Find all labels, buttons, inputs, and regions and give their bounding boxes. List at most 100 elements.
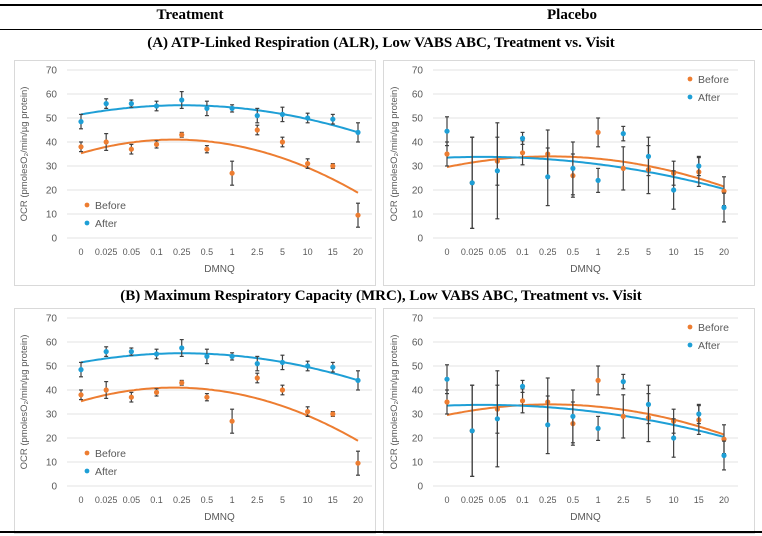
x-tick-label: 1: [230, 247, 235, 257]
before-point: [355, 212, 361, 218]
x-tick-label: 0.05: [123, 495, 141, 505]
y-tick-label: 30: [412, 410, 424, 421]
before-point: [519, 150, 526, 156]
after-point: [355, 129, 361, 135]
y-tick-label: 60: [46, 338, 58, 349]
after-point: [595, 177, 601, 183]
after-point: [519, 383, 526, 389]
x-axis-label: DMNQ: [570, 512, 601, 523]
before-trendline: [80, 386, 359, 442]
after-point: [179, 97, 185, 103]
before-point: [179, 380, 185, 386]
y-tick-label: 40: [412, 138, 424, 149]
y-tick-label: 20: [46, 186, 58, 197]
y-tick-label: 20: [412, 186, 424, 197]
x-tick-label: 10: [303, 247, 313, 257]
before-point: [204, 394, 210, 400]
before-trendline: [80, 138, 359, 194]
y-tick-label: 50: [412, 362, 424, 373]
before-point: [519, 398, 526, 404]
x-tick-label: 0.1: [516, 495, 529, 505]
x-tick-label: 0.025: [95, 247, 118, 257]
x-tick-label: 0.1: [150, 495, 163, 505]
x-tick-label: 0: [78, 495, 83, 505]
before-point: [279, 387, 286, 393]
after-point: [444, 128, 450, 134]
after-point: [519, 135, 526, 141]
x-tick-label: 0: [78, 247, 83, 257]
legend-label-before: Before: [698, 74, 729, 86]
y-tick-label: 40: [46, 386, 58, 397]
after-point: [494, 416, 500, 422]
after-point: [545, 422, 551, 428]
after-point: [153, 103, 160, 109]
before-point: [254, 375, 260, 381]
x-tick-label: 15: [694, 495, 704, 505]
before-point: [595, 129, 601, 135]
after-point: [204, 353, 210, 359]
y-tick-label: 10: [412, 458, 424, 469]
y-tick-label: 0: [51, 482, 57, 493]
x-tick-label: 0.025: [461, 247, 484, 257]
x-tick-label: 0: [444, 247, 449, 257]
x-tick-label: 2.5: [251, 495, 264, 505]
title-b: (B) Maximum Respiratory Capacity (MRC), …: [120, 288, 642, 304]
x-tick-label: 0.5: [201, 247, 214, 257]
x-tick-label: 0.1: [150, 247, 163, 257]
y-tick-label: 70: [46, 314, 58, 325]
x-tick-label: 20: [719, 495, 729, 505]
before-point: [330, 411, 336, 417]
y-axis-label: OCR (pmolesO₂/min/µg protein): [389, 335, 400, 470]
before-point: [305, 161, 311, 167]
after-point: [229, 105, 235, 111]
x-tick-label: 0.025: [95, 495, 118, 505]
legend-marker-after: [687, 94, 693, 100]
after-point: [696, 411, 702, 417]
x-tick-label: 0.5: [567, 247, 580, 257]
after-point: [179, 345, 185, 351]
after-point: [469, 180, 475, 186]
before-point: [279, 139, 286, 145]
y-tick-label: 40: [412, 386, 424, 397]
before-point: [305, 409, 311, 415]
x-tick-label: 10: [669, 247, 679, 257]
x-tick-label: 0.025: [461, 495, 484, 505]
after-point: [696, 163, 702, 169]
x-tick-label: 5: [646, 247, 651, 257]
after-trendline: [446, 155, 725, 190]
after-point: [103, 349, 109, 355]
y-tick-label: 30: [46, 410, 58, 421]
after-point: [721, 204, 727, 211]
after-point: [355, 377, 361, 383]
x-tick-label: 1: [230, 495, 235, 505]
chart-svg: 0 10 20 30 40 50 60 70 0 0.025 0.05 0.1 0.25 0.5 1 2.5 5…: [389, 66, 738, 275]
after-point: [128, 101, 134, 107]
legend-label-after: After: [95, 466, 118, 478]
after-point: [595, 425, 601, 431]
y-tick-label: 50: [412, 114, 424, 125]
x-tick-label: 10: [303, 495, 313, 505]
bottom-rule: [0, 531, 762, 533]
x-tick-label: 15: [328, 495, 338, 505]
before-point: [153, 389, 160, 395]
chart-b-placebo: 0 10 20 30 40 50 60 70 0 0.025 0.05 0.1 0.25 0.5 1 2.5 5…: [383, 308, 761, 536]
x-tick-label: 20: [719, 247, 729, 257]
x-tick-label: 2.5: [617, 495, 630, 505]
y-tick-label: 0: [417, 234, 423, 245]
after-point: [620, 131, 626, 137]
before-point: [355, 460, 361, 466]
after-point: [444, 376, 450, 382]
before-point: [103, 139, 109, 145]
before-point: [128, 394, 134, 400]
chart-a-treatment: 0 10 20 30 40 50 60 70 0 0.025 0.05 0.1 0.25 0.5 1 2.5 5…: [0, 60, 378, 288]
x-tick-label: 15: [694, 247, 704, 257]
header-rule: [0, 29, 762, 30]
before-point: [78, 144, 84, 150]
legend-label-before: Before: [95, 448, 126, 460]
after-point: [229, 353, 235, 359]
after-trendline: [446, 403, 725, 438]
y-tick-label: 30: [46, 162, 58, 173]
y-tick-label: 20: [412, 434, 424, 445]
before-point: [721, 188, 727, 194]
chart-svg: 0 10 20 30 40 50 60 70 0 0.025 0.05 0.1 0.25 0.5 1 2.5 5…: [19, 314, 372, 523]
